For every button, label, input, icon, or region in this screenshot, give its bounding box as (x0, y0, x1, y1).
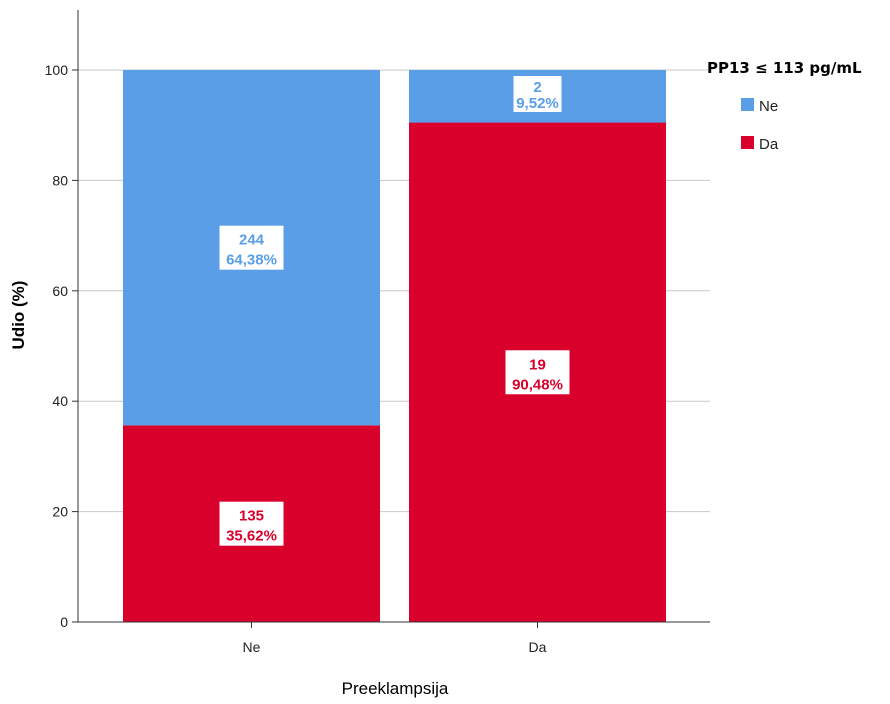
x-tick-label: Da (529, 639, 547, 655)
y-tick-label: 0 (60, 614, 68, 630)
count-label-da-ne: 2 (533, 79, 541, 96)
count-label-da-da: 19 (529, 356, 546, 373)
percent-label-ne-ne: 64,38% (226, 252, 277, 269)
y-tick-label: 80 (52, 172, 68, 188)
label-box-ne-da (219, 501, 284, 546)
legend-title: PP13 ≤ 113 pg/mL (707, 59, 862, 77)
legend-swatch-da (741, 136, 754, 149)
y-axis-title: Udio (%) (9, 281, 28, 350)
legend: PP13 ≤ 113 pg/mL Ne Da (707, 59, 862, 153)
label-box-da-da (505, 350, 570, 395)
legend-label-ne: Ne (759, 98, 778, 115)
data-labels: 135 35,62% 244 64,38% 19 90,48% 29,52% (219, 76, 570, 546)
legend-swatch-ne (741, 98, 754, 111)
count-label-ne-ne: 244 (239, 232, 265, 249)
percent-label-ne-da: 35,62% (226, 528, 277, 545)
bars (123, 70, 666, 622)
label-box-da-ne (513, 76, 562, 112)
x-tick-label: Ne (243, 639, 261, 655)
y-tick-label: 100 (45, 62, 69, 78)
y-tick-label: 60 (52, 283, 68, 299)
count-label-ne-da: 135 (239, 508, 264, 525)
legend-label-da: Da (759, 136, 779, 153)
y-tick-label: 40 (52, 393, 68, 409)
x-axis-title: Preeklampsija (342, 679, 449, 698)
axes: 0 20 40 60 80 100 Ne Da (45, 10, 710, 655)
percent-label-da-da: 90,48% (512, 376, 563, 393)
y-tick-label: 20 (52, 504, 68, 520)
percent-label-da-ne: 9,52% (516, 95, 559, 112)
label-box-ne-ne (219, 225, 284, 270)
